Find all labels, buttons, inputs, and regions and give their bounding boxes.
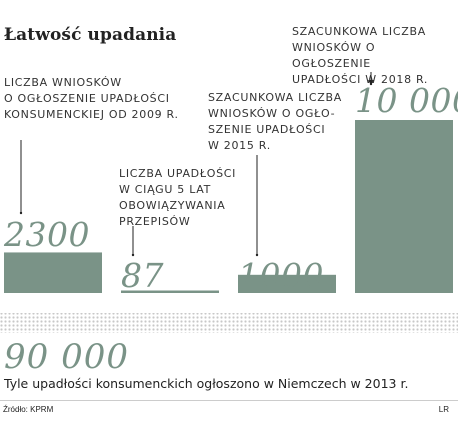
germany-caption: Tyle upadłości konsumenckich ogłoszono w…: [4, 376, 409, 391]
bar-2: [238, 274, 336, 292]
leader-dot-0: [19, 211, 23, 215]
bar-value-0: 2300: [3, 215, 90, 254]
bar-caption-2018: SZACUNKOWA LICZBA WNIOSKÓW O OGŁOSZENIE …: [292, 25, 429, 86]
bar-value-2: 1000: [238, 256, 324, 295]
arrowhead: [368, 80, 374, 85]
leader-dot-2: [255, 253, 259, 257]
author-initials: LR: [438, 405, 449, 414]
bar-value-1: 87: [121, 256, 164, 295]
bar-0: [4, 252, 102, 292]
comparison-dotted-band: [0, 313, 458, 333]
germany-value: 90 000: [4, 337, 129, 377]
bar-value-3: 10 000: [355, 81, 458, 120]
leader-dot-1: [131, 253, 135, 257]
source-note: Źródło: KPRM: [3, 405, 54, 414]
bar-1: [121, 290, 219, 292]
bar-caption-5-lat: LICZBA UPADŁOŚCI W CIĄGU 5 LAT OBOWIĄZYW…: [119, 167, 237, 228]
chart-title: Łatwość upadania: [4, 25, 177, 45]
bar-caption-2009: LICZBA WNIOSKÓW O OGŁOSZENIE UPADŁOŚCI K…: [4, 76, 179, 121]
bar-3: [355, 120, 453, 292]
bar-caption-2015: SZACUNKOWA LICZBA WNIOSKÓW O OGŁO- SZENI…: [208, 91, 342, 152]
